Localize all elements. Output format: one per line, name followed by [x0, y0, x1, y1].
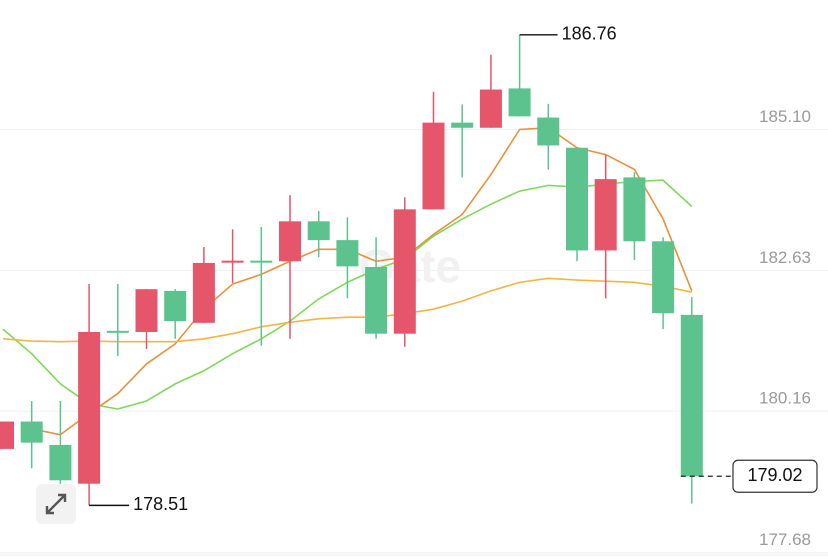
candle-body — [106, 330, 129, 333]
expand-button[interactable] — [36, 484, 76, 524]
candle-body — [479, 89, 502, 128]
candle-body — [566, 147, 588, 251]
candle-body — [336, 240, 359, 267]
candle-body — [537, 117, 560, 146]
candle-body — [0, 421, 14, 449]
candle-body — [20, 421, 43, 443]
y-tick-label: 185.10 — [759, 107, 811, 126]
y-tick-label: 182.63 — [759, 248, 811, 267]
candle-body — [451, 122, 474, 128]
candle-body — [250, 260, 273, 263]
candle-body — [78, 331, 101, 484]
candle-body — [279, 221, 301, 262]
candle-body — [680, 314, 703, 477]
candle-body — [594, 179, 617, 251]
high-label: 186.76 — [562, 24, 617, 44]
y-tick-label: 177.68 — [759, 530, 811, 549]
y-tick-label: 180.16 — [759, 389, 811, 408]
candle-body — [307, 221, 330, 241]
candle-body — [393, 209, 416, 334]
candle-body — [508, 88, 531, 117]
candle-body — [49, 444, 72, 481]
candle-body — [192, 262, 215, 323]
candle-body — [221, 260, 244, 263]
candle-body — [652, 241, 675, 314]
candle-body — [164, 290, 187, 322]
candle-body — [135, 289, 158, 332]
last-price-box — [732, 459, 818, 493]
candle-body — [422, 122, 445, 210]
candle-body — [365, 266, 388, 334]
last-price-label: 179.02 — [747, 465, 802, 485]
low-label: 178.51 — [133, 494, 188, 514]
candle-body — [623, 177, 646, 242]
